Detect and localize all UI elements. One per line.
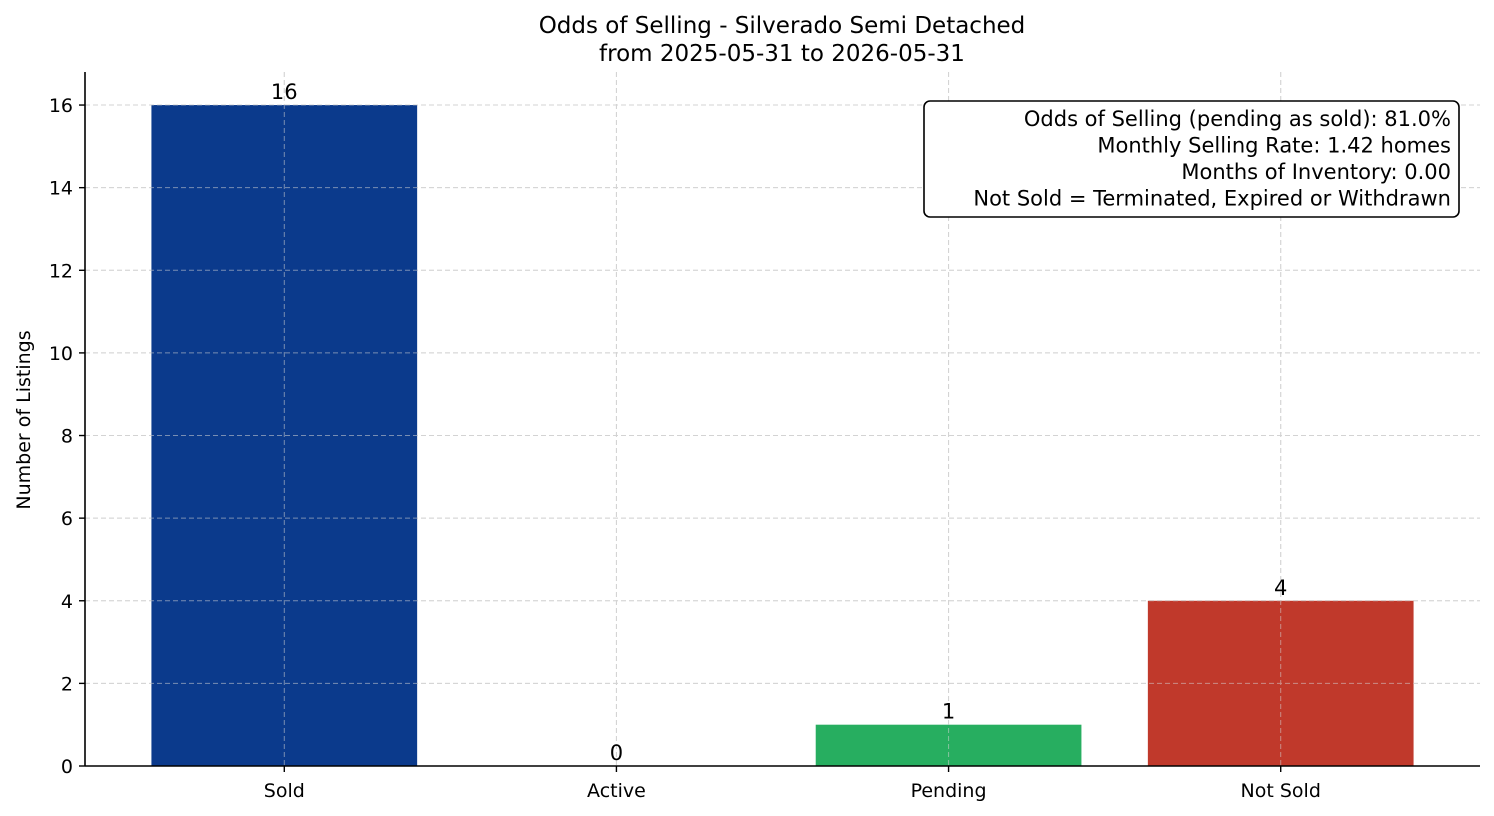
stats-box-frame [923,100,1460,218]
x-tick-label: Sold [264,780,305,802]
x-tick-label: Active [587,780,646,802]
stats-line: Months of Inventory: 0.00 [1181,160,1451,184]
y-tick-label: 4 [61,591,73,613]
stats-line: Odds of Selling (pending as sold): 81.0% [1024,107,1451,131]
y-axis-label: Number of Listings [13,330,35,509]
chart-subtitle: from 2025-05-31 to 2026-05-31 [599,41,965,67]
axes [79,72,1480,772]
y-tick-label: 0 [61,756,73,778]
bar-value-labels: 16 0 1 4 [271,80,1287,765]
y-tick-label: 2 [61,673,73,695]
bar-value-label: 4 [1274,576,1287,600]
stats-annotation-box: Odds of Selling (pending as sold): 81.0%… [923,100,1460,218]
chart-title: Odds of Selling - Silverado Semi Detache… [539,13,1026,39]
stats-line: Not Sold = Terminated, Expired or Withdr… [973,187,1451,211]
x-tick-label: Not Sold [1241,780,1321,802]
stats-line: Monthly Selling Rate: 1.42 homes [1097,134,1451,158]
y-tick-label: 12 [49,260,73,282]
bar-value-label: 16 [271,80,298,104]
bar-value-label: 0 [610,741,623,765]
y-tick-label: 8 [61,426,73,448]
x-tick-label: Pending [911,780,987,802]
y-tick-label: 14 [49,178,73,200]
y-tick-label: 6 [61,508,73,530]
y-tick-label: 16 [49,95,73,117]
bar-value-label: 1 [942,700,955,724]
y-tick-label: 10 [49,343,73,365]
